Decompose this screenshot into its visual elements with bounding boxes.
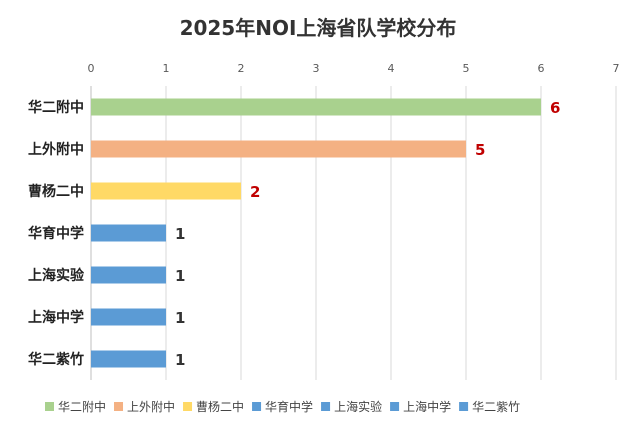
x-tick-label: 4 xyxy=(388,62,395,75)
legend-item: 上海中学 xyxy=(403,399,451,414)
legend-item: 华育中学 xyxy=(265,399,313,414)
bar-4 xyxy=(91,224,166,242)
data-label: 6 xyxy=(550,99,560,117)
data-label: 1 xyxy=(175,309,185,327)
legend-swatch xyxy=(459,402,469,411)
data-labels: 6 5 2 1 1 1 1 xyxy=(175,99,560,369)
legend-swatch xyxy=(114,402,124,411)
x-tick-label: 3 xyxy=(313,62,320,75)
category-label: 曹杨二中 xyxy=(28,183,84,200)
category-label: 上海实验 xyxy=(28,267,85,284)
category-label: 上海中学 xyxy=(28,309,84,326)
grid xyxy=(90,86,617,380)
category-label: 华二附中 xyxy=(28,99,84,116)
bar-5 xyxy=(91,266,166,284)
legend-swatch xyxy=(45,402,54,411)
x-tick-label: 1 xyxy=(163,62,170,75)
legend-item: 上外附中 xyxy=(127,399,175,414)
x-tick-label: 6 xyxy=(538,62,545,75)
chart-title: 2025年NOI上海省队学校分布 xyxy=(180,16,457,40)
data-label: 5 xyxy=(475,141,485,159)
legend-swatch xyxy=(321,402,331,411)
x-tick-label: 0 xyxy=(88,62,95,75)
legend-item: 曹杨二中 xyxy=(196,399,244,414)
bars xyxy=(91,98,541,368)
legend-item: 华二附中 xyxy=(58,399,106,414)
bar-2 xyxy=(91,140,466,158)
category-label: 上外附中 xyxy=(28,141,84,158)
x-axis-ticks: 0 1 2 3 4 5 6 7 xyxy=(88,62,620,75)
bar-1 xyxy=(91,98,541,116)
data-label: 1 xyxy=(175,267,185,285)
legend: 华二附中 上外附中 曹杨二中 华育中学 上海实验 上海中学 华二紫竹 xyxy=(45,399,520,414)
category-label: 华育中学 xyxy=(28,225,84,242)
legend-swatch xyxy=(390,402,400,411)
bar-6 xyxy=(91,308,166,326)
x-tick-label: 5 xyxy=(463,62,470,75)
legend-swatch xyxy=(252,402,262,411)
x-tick-label: 7 xyxy=(613,62,620,75)
data-label: 1 xyxy=(175,225,185,243)
legend-item: 华二紫竹 xyxy=(472,400,520,414)
category-label: 华二紫竹 xyxy=(28,351,84,368)
bar-3 xyxy=(91,182,241,200)
legend-swatch xyxy=(183,402,193,411)
x-tick-label: 2 xyxy=(238,62,245,75)
bar-7 xyxy=(91,350,166,368)
legend-item: 上海实验 xyxy=(334,399,382,414)
data-label: 1 xyxy=(175,351,185,369)
data-label: 2 xyxy=(250,183,260,201)
